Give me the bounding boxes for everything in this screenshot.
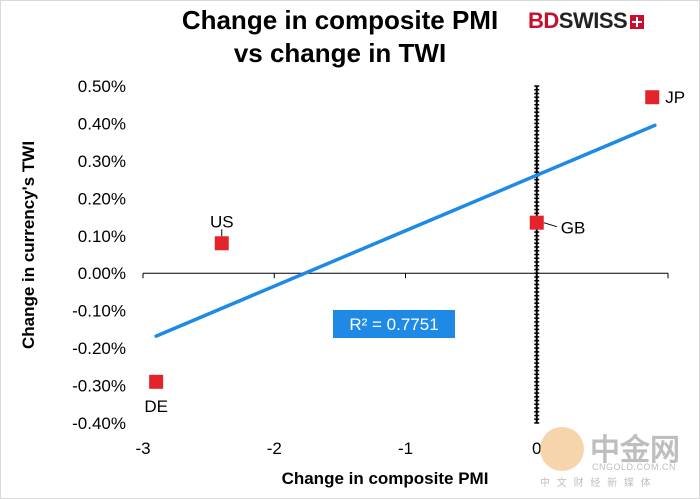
x-axis-title: Change in composite PMI [282, 469, 489, 488]
y-tick-label: -0.30% [72, 377, 126, 396]
chart-title: Change in composite PMI vs change in TWI [130, 4, 550, 70]
y-axis-title: Change in currency's TWI [19, 141, 38, 349]
x-tick-label: 0 [532, 439, 541, 458]
x-tick-label: -2 [267, 439, 282, 458]
r-squared-label: R² = 0.7751 [349, 315, 438, 334]
cngold-watermark: 中金网 CNGOLD.COM.CN 中 文 财 经 新 媒 体 [540, 425, 690, 489]
y-tick-label: 0.20% [78, 189, 126, 208]
data-point-de [149, 374, 164, 389]
watermark-url: CNGOLD.COM.CN [592, 462, 677, 472]
logo-swiss-text: SWISS [558, 8, 628, 33]
y-tick-label: 0.00% [78, 264, 126, 283]
data-point-us [214, 236, 229, 251]
chart-title-line-2: vs change in TWI [233, 38, 447, 68]
y-tick-label: -0.40% [72, 414, 126, 433]
point-label-gb: GB [561, 219, 586, 238]
point-label-jp: JP [665, 88, 685, 107]
y-tick-label: -0.10% [72, 302, 126, 321]
point-label-de: DE [144, 397, 168, 416]
point-label-us: US [210, 212, 234, 231]
y-tick-label: 0.10% [78, 227, 126, 246]
y-tick-label: -0.20% [72, 339, 126, 358]
bdswiss-logo: BDSWISS [528, 8, 645, 34]
cngold-logo-icon [540, 427, 584, 471]
trendline [154, 123, 657, 338]
chart-title-line-1: Change in composite PMI [181, 5, 499, 35]
data-point-jp [645, 90, 660, 105]
watermark-subtitle: 中 文 财 经 新 媒 体 [540, 478, 653, 489]
y-tick-label: 0.50% [78, 77, 126, 96]
x-tick-label: -1 [398, 439, 413, 458]
y-tick-label: 0.40% [78, 114, 126, 133]
x-tick-label: -3 [135, 439, 150, 458]
r-squared-box [333, 310, 455, 338]
y-tick-label: 0.30% [78, 152, 126, 171]
swiss-cross-icon [630, 15, 645, 29]
logo-bd-text: BD [528, 8, 559, 33]
point-leader-gb [543, 222, 557, 228]
watermark-title: 中金网 [590, 434, 680, 467]
data-point-gb [529, 215, 544, 230]
